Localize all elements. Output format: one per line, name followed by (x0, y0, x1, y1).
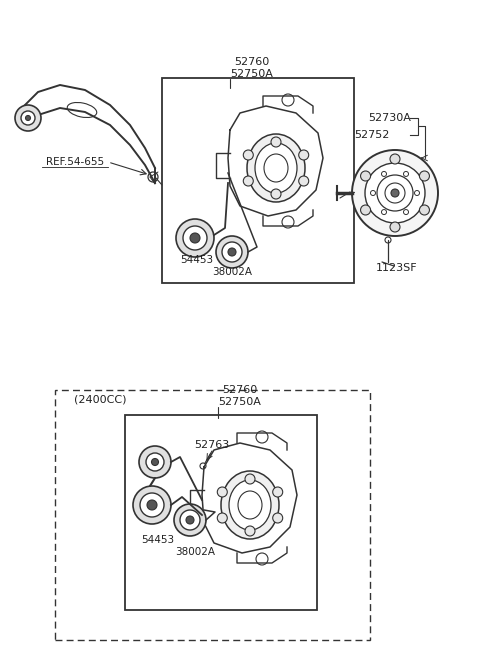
Circle shape (420, 205, 430, 215)
Ellipse shape (229, 480, 271, 530)
Circle shape (391, 189, 399, 197)
Circle shape (186, 516, 194, 524)
Circle shape (360, 205, 371, 215)
Circle shape (299, 150, 309, 160)
Circle shape (420, 171, 430, 181)
Circle shape (271, 189, 281, 199)
Ellipse shape (255, 143, 297, 193)
Circle shape (390, 154, 400, 164)
Circle shape (245, 474, 255, 484)
Text: 52760: 52760 (222, 385, 258, 395)
Text: 1123SF: 1123SF (376, 263, 418, 273)
Circle shape (21, 111, 35, 125)
Circle shape (147, 500, 157, 510)
Circle shape (180, 510, 200, 530)
Circle shape (360, 171, 371, 181)
Bar (55, 390, 370, 640)
Circle shape (152, 459, 158, 466)
Circle shape (183, 226, 207, 250)
Text: 38002A: 38002A (175, 547, 215, 557)
Circle shape (146, 453, 164, 471)
Ellipse shape (221, 471, 279, 539)
Circle shape (365, 163, 425, 223)
Circle shape (228, 248, 236, 256)
Text: 54453: 54453 (142, 535, 175, 545)
Bar (162, 78, 354, 283)
Text: 52750A: 52750A (230, 69, 274, 79)
Text: 52730A: 52730A (369, 113, 411, 123)
Text: 54453: 54453 (180, 255, 214, 265)
Circle shape (222, 242, 242, 262)
Text: 52760: 52760 (234, 57, 270, 67)
Circle shape (217, 487, 228, 497)
Circle shape (390, 222, 400, 232)
Text: REF.54-655: REF.54-655 (46, 157, 104, 167)
Circle shape (176, 219, 214, 257)
Text: 52752: 52752 (354, 130, 390, 140)
Text: 52750A: 52750A (218, 397, 262, 407)
Text: 38002A: 38002A (212, 267, 252, 277)
Circle shape (216, 236, 248, 268)
Circle shape (217, 513, 228, 523)
Circle shape (25, 115, 31, 121)
Bar (125, 415, 317, 610)
Circle shape (190, 233, 200, 243)
Circle shape (243, 150, 253, 160)
Circle shape (243, 176, 253, 186)
Text: 52763: 52763 (194, 440, 229, 450)
Circle shape (139, 446, 171, 478)
Circle shape (352, 150, 438, 236)
Ellipse shape (247, 134, 305, 202)
Circle shape (273, 513, 283, 523)
Circle shape (273, 487, 283, 497)
Circle shape (299, 176, 309, 186)
Circle shape (15, 105, 41, 131)
Circle shape (140, 493, 164, 517)
Circle shape (174, 504, 206, 536)
Circle shape (271, 137, 281, 147)
Text: (2400CC): (2400CC) (74, 395, 126, 405)
Circle shape (133, 486, 171, 524)
Circle shape (245, 526, 255, 536)
